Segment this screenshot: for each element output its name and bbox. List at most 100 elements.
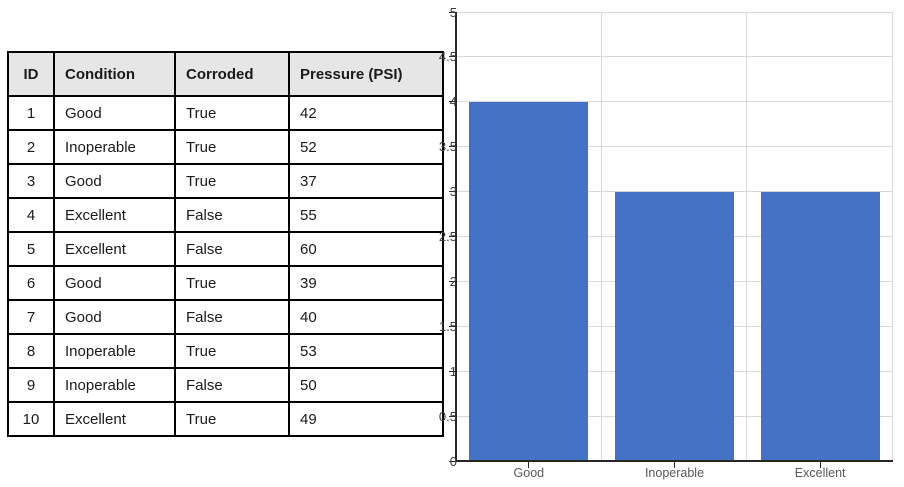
table-cell: 2	[7, 129, 55, 165]
table-cell: 40	[288, 299, 444, 335]
table-cell: 49	[288, 401, 444, 437]
y-axis-tick-label: 5	[449, 4, 457, 20]
table-cell: Good	[53, 265, 176, 301]
table-row: 4 Excellent False 55	[7, 197, 444, 233]
y-axis-tick	[449, 56, 455, 58]
table-header: ID Condition Corroded Pressure (PSI)	[7, 51, 444, 97]
x-axis-category-label: Inoperable	[644, 466, 705, 480]
table-cell: 8	[7, 333, 55, 369]
vertical-gridline	[600, 12, 602, 461]
plot-area	[449, 11, 893, 468]
y-axis-tick-label: 4	[449, 94, 457, 110]
table-header-row: ID Condition Corroded Pressure (PSI)	[7, 51, 444, 97]
table-row: 7 Good False 40	[7, 299, 444, 335]
table-cell: Good	[53, 163, 176, 199]
x-axis-category-label: Good	[513, 466, 545, 480]
table-cell: 60	[288, 231, 444, 267]
y-axis-tick	[449, 146, 455, 148]
table-cell: 53	[288, 333, 444, 369]
table-cell: Good	[53, 299, 176, 335]
table-row: 2 Inoperable True 52	[7, 129, 444, 165]
x-axis-tick	[674, 462, 675, 468]
x-axis-category-label: Excellent	[794, 466, 846, 480]
table-body: 1 Good True 42 2 Inoperable True 52 3 Good True 37 4…	[7, 95, 444, 437]
y-axis-tick	[449, 415, 455, 417]
y-axis-tick-label: 1	[449, 363, 457, 379]
y-axis-tick-label: 4.5	[438, 49, 457, 65]
y-axis-tick-label: 1.5	[438, 318, 457, 334]
table-cell: Excellent	[53, 401, 176, 437]
table-cell: False	[174, 231, 290, 267]
horizontal-gridline	[456, 56, 893, 58]
table-cell: 5	[7, 231, 55, 267]
horizontal-gridline	[456, 101, 893, 103]
x-axis-tick	[528, 462, 530, 468]
table-cell: 42	[288, 95, 444, 131]
table-cell: Inoperable	[53, 367, 176, 403]
table-row: 5 Excellent False 60	[7, 231, 444, 267]
table-cell: Good	[53, 95, 176, 131]
vertical-gridline	[892, 12, 893, 461]
y-axis-tick	[449, 101, 455, 103]
column-header: Corroded	[174, 51, 290, 97]
vertical-gridline	[746, 12, 748, 461]
table-cell: False	[174, 367, 290, 403]
table-row: 9 Inoperable False 50	[7, 367, 444, 403]
y-axis-tick	[449, 325, 455, 327]
table-cell: 1	[7, 95, 55, 131]
table-cell: 3	[7, 163, 55, 199]
table-cell: 55	[288, 197, 444, 233]
y-axis-tick	[449, 11, 455, 13]
pipe-data-table: ID Condition Corroded Pressure (PSI) 1 Good T…	[7, 51, 444, 437]
y-axis-tick	[449, 236, 455, 237]
column-header: ID	[7, 51, 55, 97]
horizontal-gridline	[456, 146, 893, 148]
bar-inoperable	[615, 191, 734, 461]
table-cell: True	[174, 95, 290, 131]
table-cell: 50	[288, 367, 444, 403]
x-axis-line	[455, 460, 893, 462]
y-axis-tick-label: 2.5	[438, 229, 457, 244]
table-cell: True	[174, 333, 290, 369]
table-cell: 4	[7, 197, 55, 233]
bar-good	[469, 101, 589, 461]
y-axis-tick	[449, 370, 455, 372]
column-header: Pressure (PSI)	[288, 51, 444, 97]
horizontal-gridline	[456, 11, 893, 13]
table-cell: True	[174, 129, 290, 165]
table-row: 6 Good True 39	[7, 265, 444, 301]
table-cell: 9	[7, 367, 55, 403]
y-axis-tick	[449, 191, 455, 193]
table-cell: True	[174, 401, 290, 437]
table-row: 10 Excellent True 49	[7, 401, 444, 437]
table-cell: False	[174, 299, 290, 335]
table-cell: True	[174, 163, 290, 199]
y-axis-line	[455, 12, 457, 461]
table-row: 1 Good True 42	[7, 95, 444, 131]
y-axis-tick-label: 3.5	[438, 139, 457, 155]
table-cell: 52	[288, 129, 444, 165]
table-row: 8 Inoperable True 53	[7, 333, 444, 369]
table-cell: 37	[288, 163, 444, 199]
bar-excellent	[760, 191, 880, 461]
y-axis-tick-label: 2	[449, 273, 457, 289]
y-axis-tick-label: 0.5	[438, 408, 457, 424]
y-axis-tick	[449, 460, 455, 462]
x-axis-tick	[819, 462, 821, 468]
table-cell: Excellent	[53, 231, 176, 267]
column-header: Condition	[53, 51, 176, 97]
table-cell: Inoperable	[53, 333, 176, 369]
table-cell: 6	[7, 265, 55, 301]
table-cell: Inoperable	[53, 129, 176, 165]
table-cell: 10	[7, 401, 55, 437]
table-cell: False	[174, 197, 290, 233]
horizontal-gridline	[456, 191, 893, 193]
table-row: 3 Good True 37	[7, 163, 444, 199]
y-axis-tick-label: 3	[449, 184, 457, 200]
y-axis-tick-label: 0	[449, 453, 457, 469]
table-cell: Excellent	[53, 197, 176, 233]
table-cell: 7	[7, 299, 55, 335]
table-cell: 39	[288, 265, 444, 301]
